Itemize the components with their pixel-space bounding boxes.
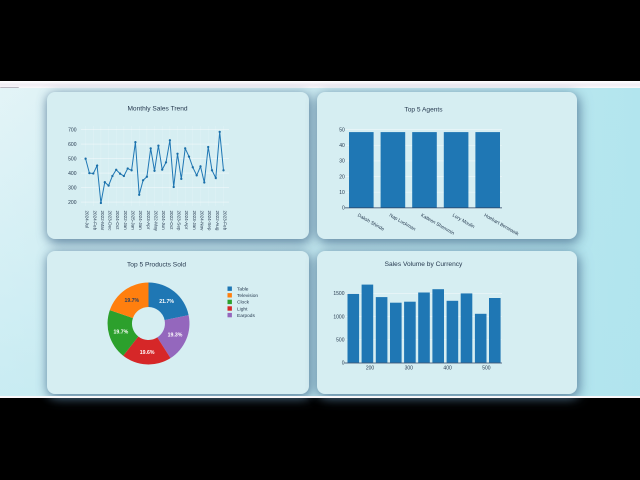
svg-text:200: 200 bbox=[68, 199, 77, 205]
svg-text:2024-Nov: 2024-Nov bbox=[199, 210, 204, 231]
svg-text:2023-Jan: 2023-Jan bbox=[191, 210, 196, 230]
svg-text:19.7%: 19.7% bbox=[124, 297, 139, 303]
svg-text:2024-Jul: 2024-Jul bbox=[84, 210, 89, 228]
svg-text:2022-Oct: 2022-Oct bbox=[168, 210, 173, 230]
svg-text:40: 40 bbox=[339, 143, 345, 149]
svg-text:2025-Jan: 2025-Jan bbox=[130, 210, 135, 230]
svg-text:0: 0 bbox=[342, 360, 345, 366]
svg-text:Top 5 Products Sold: Top 5 Products Sold bbox=[126, 261, 185, 268]
svg-text:400: 400 bbox=[443, 365, 452, 371]
svg-text:Hoebart Berstowik: Hoebart Berstowik bbox=[483, 212, 520, 237]
svg-text:Katleen Shemmin: Katleen Shemmin bbox=[420, 212, 456, 236]
svg-text:2024-Jun: 2024-Jun bbox=[161, 210, 166, 230]
svg-text:2024-Apr: 2024-Apr bbox=[184, 210, 189, 229]
svg-text:2024-Feb: 2024-Feb bbox=[92, 210, 97, 230]
svg-text:2022-Aug: 2022-Aug bbox=[214, 210, 219, 230]
svg-text:2023-Sep: 2023-Sep bbox=[176, 210, 181, 230]
svg-text:10: 10 bbox=[339, 190, 345, 196]
svg-text:2023-Apr: 2023-Apr bbox=[145, 210, 150, 229]
svg-text:2024-Oct: 2024-Oct bbox=[115, 210, 120, 230]
svg-text:19.7%: 19.7% bbox=[113, 329, 128, 335]
svg-text:2022-May: 2022-May bbox=[153, 210, 158, 231]
svg-text:0: 0 bbox=[342, 205, 345, 211]
svg-text:300: 300 bbox=[405, 365, 414, 371]
svg-text:400: 400 bbox=[68, 170, 77, 176]
svg-text:Lory Moulin: Lory Moulin bbox=[451, 212, 476, 230]
svg-text:Daksh Shinde: Daksh Shinde bbox=[356, 212, 385, 232]
svg-text:2024-Sep: 2024-Sep bbox=[207, 210, 212, 230]
svg-text:600: 600 bbox=[68, 141, 77, 147]
svg-text:2024-Jan: 2024-Jan bbox=[138, 210, 143, 230]
svg-text:Clock: Clock bbox=[237, 299, 250, 305]
svg-text:30: 30 bbox=[339, 158, 345, 164]
svg-text:500: 500 bbox=[336, 337, 345, 343]
svg-text:Top 5 Agents: Top 5 Agents bbox=[404, 106, 443, 113]
svg-text:Monthly Sales Trend: Monthly Sales Trend bbox=[127, 105, 187, 112]
svg-text:19.6%: 19.6% bbox=[139, 350, 154, 356]
svg-text:20: 20 bbox=[339, 174, 345, 180]
svg-text:200: 200 bbox=[366, 365, 375, 371]
svg-text:50: 50 bbox=[339, 127, 345, 133]
svg-text:Earpods: Earpods bbox=[237, 312, 255, 318]
svg-text:Light: Light bbox=[237, 306, 248, 312]
svg-text:700: 700 bbox=[68, 127, 77, 133]
svg-text:1000: 1000 bbox=[333, 314, 344, 320]
svg-text:Television: Television bbox=[237, 293, 258, 299]
svg-text:2023-Feb: 2023-Feb bbox=[222, 210, 227, 230]
svg-text:Nap Luckman: Nap Luckman bbox=[388, 212, 417, 232]
svg-text:2023-Dec: 2023-Dec bbox=[107, 210, 112, 231]
svg-text:2022-Jan: 2022-Jan bbox=[122, 210, 127, 230]
svg-text:Sales Volume by Currency: Sales Volume by Currency bbox=[385, 261, 463, 268]
svg-text:1500: 1500 bbox=[333, 291, 344, 297]
svg-text:21.7%: 21.7% bbox=[159, 298, 174, 304]
svg-text:500: 500 bbox=[68, 156, 77, 162]
svg-text:2022-Mar: 2022-Mar bbox=[99, 210, 104, 230]
svg-text:500: 500 bbox=[482, 365, 491, 371]
svg-text:19.3%: 19.3% bbox=[167, 332, 182, 338]
svg-text:300: 300 bbox=[68, 185, 77, 191]
svg-text:Table: Table bbox=[237, 286, 249, 292]
